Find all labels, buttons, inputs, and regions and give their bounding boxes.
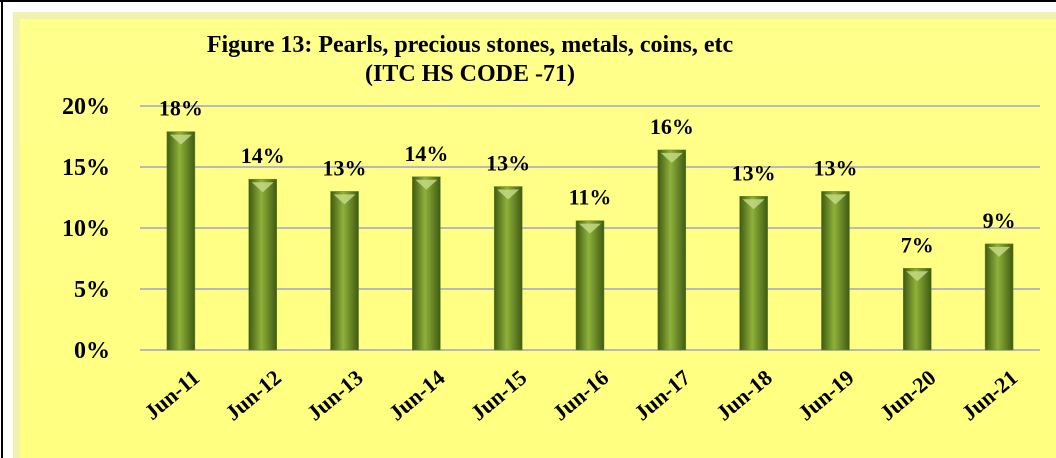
bar xyxy=(166,131,196,351)
bar-bevel xyxy=(415,179,438,190)
data-label: 13% xyxy=(813,155,857,180)
bar xyxy=(657,149,687,351)
bar-bevel xyxy=(169,134,192,145)
data-label: 13% xyxy=(323,155,367,180)
bar xyxy=(984,243,1014,351)
bar-bevel xyxy=(497,189,520,200)
y-tick-label: 10% xyxy=(62,216,110,242)
chart-title: Figure 13: Pearls, precious stones, meta… xyxy=(207,32,734,58)
bar xyxy=(330,191,359,351)
data-label: 7% xyxy=(901,232,934,257)
bar xyxy=(575,220,605,351)
bar xyxy=(739,196,768,351)
bar xyxy=(903,268,932,351)
bar-bevel xyxy=(251,182,274,193)
bar-bevel xyxy=(333,194,356,205)
data-label: 11% xyxy=(569,185,612,210)
bar xyxy=(821,191,850,351)
y-tick-label: 20% xyxy=(62,94,110,120)
bar-bevel xyxy=(742,199,765,210)
bar-bevel xyxy=(660,152,683,163)
bar-bevel xyxy=(988,246,1011,257)
bar-bevel xyxy=(579,223,601,234)
bar xyxy=(248,178,277,351)
chart-subtitle: (ITC HS CODE -71) xyxy=(365,61,575,87)
bar-bevel xyxy=(906,271,929,282)
bar-bevel xyxy=(824,194,847,205)
bar xyxy=(493,186,523,351)
y-tick-label: 5% xyxy=(74,277,110,303)
data-label: 9% xyxy=(983,208,1016,233)
data-label: 13% xyxy=(486,151,530,176)
data-label: 18% xyxy=(159,96,203,121)
data-label: 14% xyxy=(241,143,285,168)
data-label: 14% xyxy=(404,141,448,166)
data-label: 16% xyxy=(650,114,694,139)
data-label: 13% xyxy=(732,160,776,185)
y-tick-label: 15% xyxy=(62,155,110,181)
y-tick-label: 0% xyxy=(74,338,110,364)
bar xyxy=(412,176,441,351)
